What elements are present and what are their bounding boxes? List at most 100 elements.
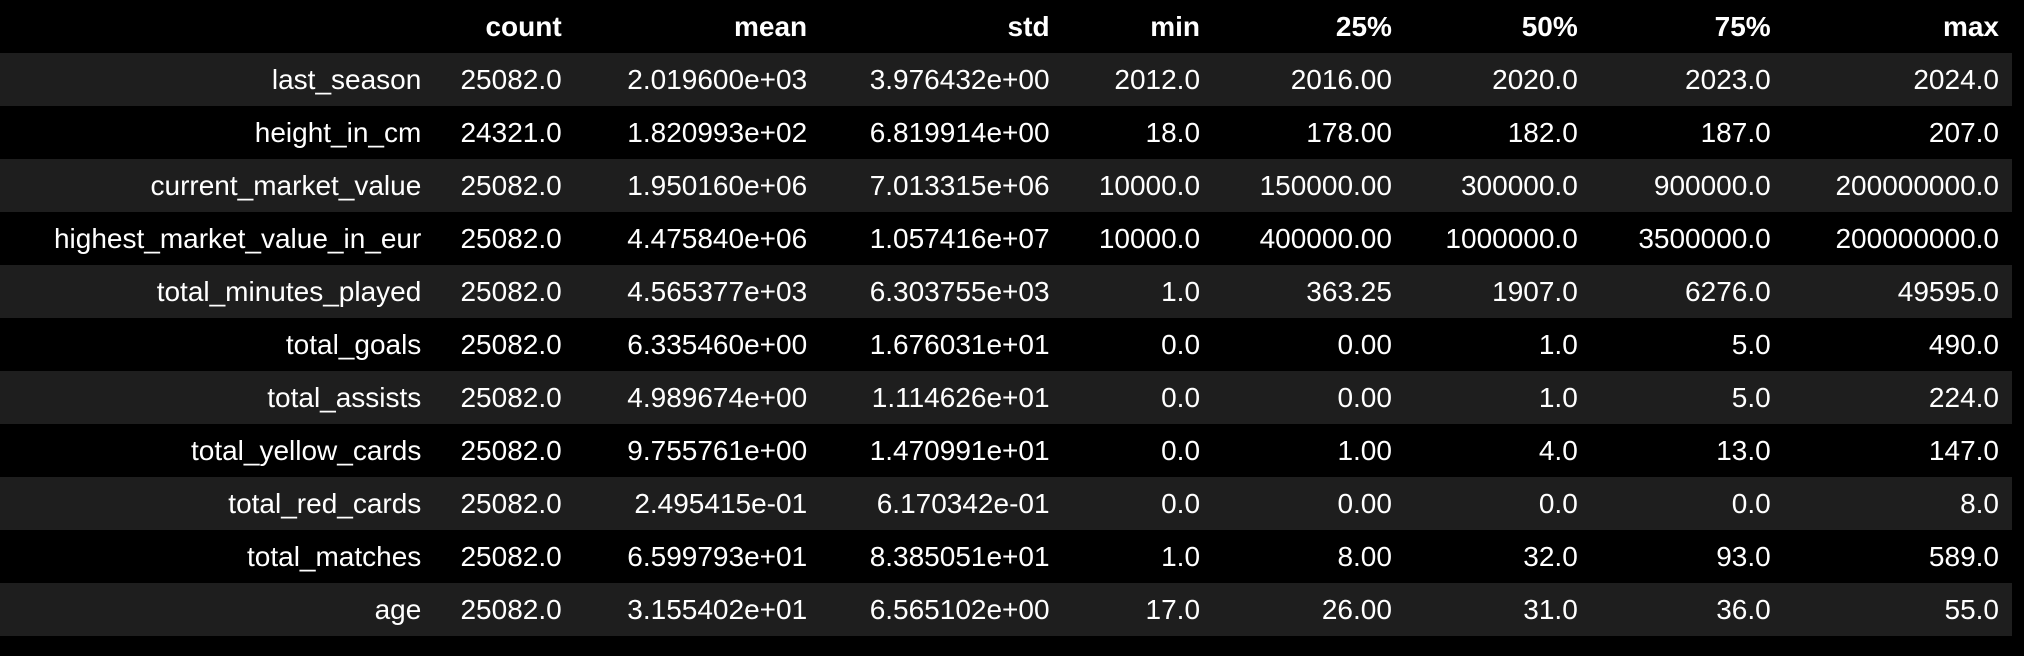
cell-25-percent: 150000.00 <box>1259 169 1392 201</box>
cell-50-percent: 2020.0 <box>1492 63 1578 95</box>
cell-25-percent: 0.00 <box>1337 328 1392 360</box>
cell-50-percent: 31.0 <box>1523 593 1578 625</box>
cell-count: 25082.0 <box>460 434 562 466</box>
cell-50-percent: 0.0 <box>1538 487 1578 519</box>
row-label: total_minutes_played <box>156 275 422 307</box>
cell-std: 1.470991e+01 <box>869 434 1050 466</box>
cell-std: 7.013315e+06 <box>869 169 1050 201</box>
row-label: age <box>374 593 422 625</box>
table-row: last_season 25082.0 2.019600e+03 3.976432e+… <box>0 53 2012 106</box>
cell-75-percent: 3500000.0 <box>1638 222 1771 254</box>
cell-mean: 4.565377e+03 <box>627 275 808 307</box>
cell-std: 1.676031e+01 <box>869 328 1050 360</box>
cell-25-percent: 26.00 <box>1321 593 1392 625</box>
cell-min: 1.0 <box>1161 275 1201 307</box>
column-header-count: count <box>485 10 562 42</box>
cell-25-percent: 0.00 <box>1337 487 1392 519</box>
cell-max: 200000000.0 <box>1835 169 1999 201</box>
column-header-min: min <box>1150 10 1201 42</box>
cell-50-percent: 1.0 <box>1538 328 1578 360</box>
cell-25-percent: 178.00 <box>1306 116 1392 148</box>
cell-75-percent: 6276.0 <box>1685 275 1771 307</box>
cell-50-percent: 1907.0 <box>1492 275 1578 307</box>
column-header-std: std <box>1007 10 1050 42</box>
row-label: total_red_cards <box>228 487 422 519</box>
cell-count: 25082.0 <box>460 275 562 307</box>
cell-count: 25082.0 <box>460 63 562 95</box>
column-header-75-percent: 75% <box>1714 10 1771 42</box>
table-header: count mean std min 25% 50% 75% max <box>0 0 2012 53</box>
cell-count: 25082.0 <box>460 328 562 360</box>
cell-max: 200000000.0 <box>1835 222 1999 254</box>
cell-std: 1.114626e+01 <box>871 381 1050 413</box>
cell-mean: 6.599793e+01 <box>627 540 808 572</box>
cell-75-percent: 5.0 <box>1731 381 1771 413</box>
cell-std: 3.976432e+00 <box>869 63 1050 95</box>
cell-min: 0.0 <box>1161 487 1201 519</box>
cell-50-percent: 1000000.0 <box>1445 222 1578 254</box>
cell-count: 25082.0 <box>460 593 562 625</box>
cell-75-percent: 2023.0 <box>1685 63 1771 95</box>
cell-25-percent: 2016.00 <box>1290 63 1392 95</box>
cell-count: 25082.0 <box>460 169 562 201</box>
table-row: total_minutes_played 25082.0 4.565377e+03 6… <box>0 265 2012 318</box>
cell-max: 147.0 <box>1928 434 1999 466</box>
cell-mean: 6.335460e+00 <box>627 328 808 360</box>
cell-mean: 3.155402e+01 <box>627 593 808 625</box>
cell-25-percent: 363.25 <box>1306 275 1392 307</box>
cell-max: 49595.0 <box>1897 275 1999 307</box>
cell-50-percent: 300000.0 <box>1460 169 1578 201</box>
cell-75-percent: 0.0 <box>1731 487 1771 519</box>
table-row: current_market_value 25082.0 1.950160e+06 7… <box>0 159 2012 212</box>
cell-75-percent: 93.0 <box>1716 540 1771 572</box>
cell-count: 25082.0 <box>460 381 562 413</box>
column-header-mean: mean <box>733 10 808 42</box>
cell-50-percent: 32.0 <box>1523 540 1578 572</box>
column-header-50-percent: 50% <box>1521 10 1578 42</box>
cell-min: 0.0 <box>1161 434 1201 466</box>
cell-25-percent: 0.00 <box>1337 381 1392 413</box>
row-label: total_matches <box>246 540 422 572</box>
cell-max: 490.0 <box>1928 328 1999 360</box>
cell-min: 2012.0 <box>1114 63 1201 95</box>
row-label: highest_market_value_in_eur <box>53 222 422 254</box>
cell-max: 55.0 <box>1944 593 2000 625</box>
cell-max: 2024.0 <box>1913 63 1999 95</box>
row-label: total_goals <box>285 328 422 360</box>
row-label: current_market_value <box>150 169 422 201</box>
row-label: total_assists <box>267 381 422 413</box>
cell-std: 6.303755e+03 <box>869 275 1050 307</box>
table-body: last_season 25082.0 2.019600e+03 3.976432e+… <box>0 53 2012 636</box>
header-row: count mean std min 25% 50% 75% max <box>0 0 2012 53</box>
cell-count: 25082.0 <box>460 540 562 572</box>
cell-min: 1.0 <box>1161 540 1201 572</box>
cell-75-percent: 13.0 <box>1716 434 1771 466</box>
cell-min: 10000.0 <box>1098 169 1201 201</box>
cell-min: 18.0 <box>1145 116 1201 148</box>
cell-count: 25082.0 <box>460 487 562 519</box>
table-row: total_goals 25082.0 6.335460e+00 1.676031e+… <box>0 318 2012 371</box>
cell-std: 6.565102e+00 <box>869 593 1050 625</box>
cell-min: 10000.0 <box>1098 222 1201 254</box>
table-row: total_red_cards 25082.0 2.495415e-01 6.1703… <box>0 477 2012 530</box>
cell-max: 224.0 <box>1928 381 1999 413</box>
table-row: total_yellow_cards 25082.0 9.755761e+00 1.4… <box>0 424 2012 477</box>
cell-max: 207.0 <box>1928 116 1999 148</box>
cell-mean: 1.820993e+02 <box>627 116 808 148</box>
row-label: height_in_cm <box>254 116 422 148</box>
cell-mean: 9.755761e+00 <box>627 434 808 466</box>
index-header <box>0 0 434 53</box>
cell-25-percent: 400000.00 <box>1259 222 1392 254</box>
cell-max: 8.0 <box>1960 487 1999 519</box>
table-row: height_in_cm 24321.0 1.820993e+02 6.819914e… <box>0 106 2012 159</box>
cell-50-percent: 4.0 <box>1538 434 1578 466</box>
cell-25-percent: 8.00 <box>1337 540 1392 572</box>
cell-25-percent: 1.00 <box>1337 434 1392 466</box>
column-header-max: max <box>1942 10 1999 42</box>
row-label: last_season <box>271 63 422 95</box>
cell-50-percent: 1.0 <box>1538 381 1578 413</box>
table-row: highest_market_value_in_eur 25082.0 4.4758… <box>0 212 2012 265</box>
cell-75-percent: 36.0 <box>1716 593 1771 625</box>
cell-std: 6.819914e+00 <box>869 116 1050 148</box>
